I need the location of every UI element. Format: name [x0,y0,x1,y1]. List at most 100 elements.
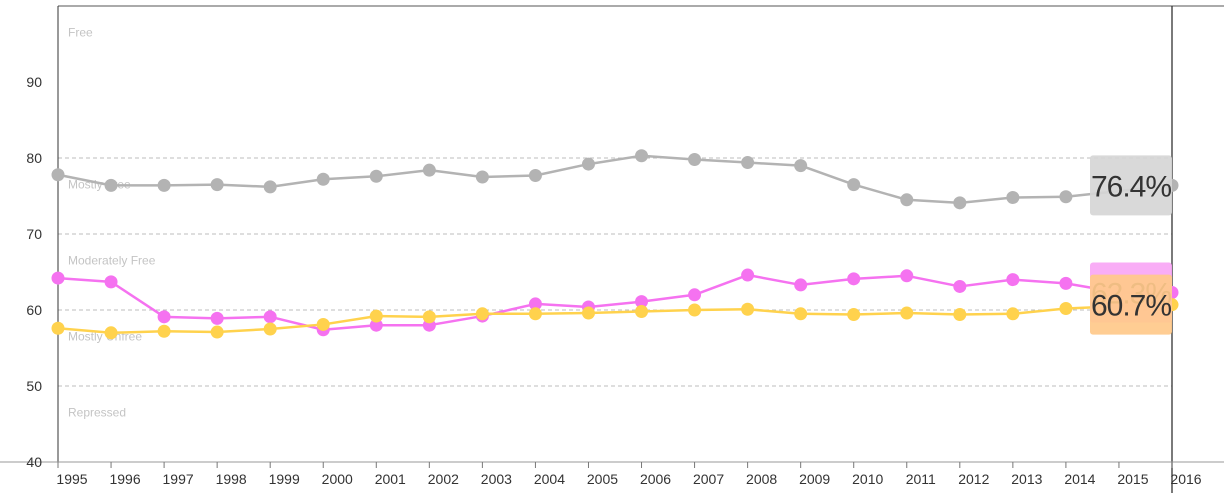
data-point [1059,276,1073,290]
x-tick-label: 2008 [746,471,777,487]
end-label-box [1090,274,1172,335]
data-point [953,196,967,210]
data-point [157,324,171,338]
data-point [369,169,383,183]
y-tick-label: 60 [26,302,42,318]
band-label: Moderately Free [68,254,156,268]
grid-layer [58,157,1172,387]
data-point [847,308,861,322]
data-point [1006,273,1020,287]
data-point [688,303,702,317]
data-point [794,307,808,321]
y-tick-label: 90 [26,74,42,90]
x-tick-label: 2004 [534,471,565,487]
x-tick-label: 1999 [269,471,300,487]
x-tick-label: 1995 [56,471,87,487]
data-point [475,170,489,184]
data-point [900,306,914,320]
x-tick-label: 2005 [587,471,618,487]
data-point [369,309,383,323]
series-line [57,303,1173,335]
data-point [635,149,649,163]
x-tick-label: 2011 [906,471,936,487]
data-point [900,269,914,283]
y-tick-label: 70 [26,226,42,242]
data-point [847,272,861,286]
data-point [104,275,118,289]
data-point [528,307,542,321]
axes: 40 50 60 70 80 90 1995 1996 1997 1998 1999 2000 2001… [0,5,1224,493]
data-point [581,157,595,171]
data-point [51,168,65,182]
data-point [51,321,65,335]
x-tick-label: 2002 [428,471,459,487]
data-point [263,310,277,324]
y-tick-label: 40 [26,454,42,470]
data-point [688,153,702,167]
data-point [900,193,914,207]
data-point [210,325,224,339]
data-point [1006,307,1020,321]
data-point [635,305,649,319]
x-tick-label: 2009 [799,471,830,487]
x-tick-label: 2007 [693,471,724,487]
data-point [581,306,595,320]
data-point [369,318,383,332]
x-tick-label: 2012 [958,471,989,487]
x-tick-label: 2000 [322,471,353,487]
data-point [635,295,649,309]
data-point [741,268,755,282]
data-point [794,278,808,292]
end-label-text: 60.7% [1091,290,1171,323]
data-point [51,271,65,285]
series-layer [51,149,1179,340]
data-point [316,317,330,331]
x-tick-label: 2014 [1064,471,1095,487]
end-label-box [1090,155,1172,216]
data-point [422,310,436,324]
x-tick-label: 2013 [1011,471,1042,487]
data-point [210,178,224,192]
series-line [57,154,1173,205]
y-tick-label: 80 [26,150,42,166]
x-tick-label: 1998 [216,471,247,487]
data-point [741,302,755,316]
data-point [741,156,755,170]
data-point [104,326,118,340]
x-tick-label: 2010 [852,471,883,487]
band-label: Free [68,26,93,40]
x-tick-label: 2015 [1117,471,1148,487]
data-point [316,172,330,186]
band-label: Repressed [68,406,126,420]
data-point [1006,191,1020,205]
x-tick-label: 1996 [109,471,140,487]
x-tick-label: 2001 [375,471,406,487]
data-point [210,311,224,325]
data-point [528,168,542,182]
data-point [953,308,967,322]
x-tick-label: 2016 [1170,471,1201,487]
data-point [847,178,861,192]
y-tick-label: 50 [26,378,42,394]
data-point [422,163,436,177]
end-labels: 76.4%62.3%60.7% [1090,155,1172,335]
data-point [1059,301,1073,315]
data-point [104,178,118,192]
data-point [794,159,808,173]
data-point [1059,190,1073,204]
data-point [263,180,277,194]
data-point [688,288,702,302]
data-point [157,178,171,192]
data-point [475,307,489,321]
data-point [953,279,967,293]
data-point [157,310,171,324]
data-point [528,297,542,311]
x-tick-label: 2003 [481,471,512,487]
end-label-text: 76.4% [1091,170,1171,203]
data-point [263,322,277,336]
x-tick-label: 1997 [163,471,194,487]
series-line [57,273,1172,332]
x-tick-label: 2006 [640,471,671,487]
